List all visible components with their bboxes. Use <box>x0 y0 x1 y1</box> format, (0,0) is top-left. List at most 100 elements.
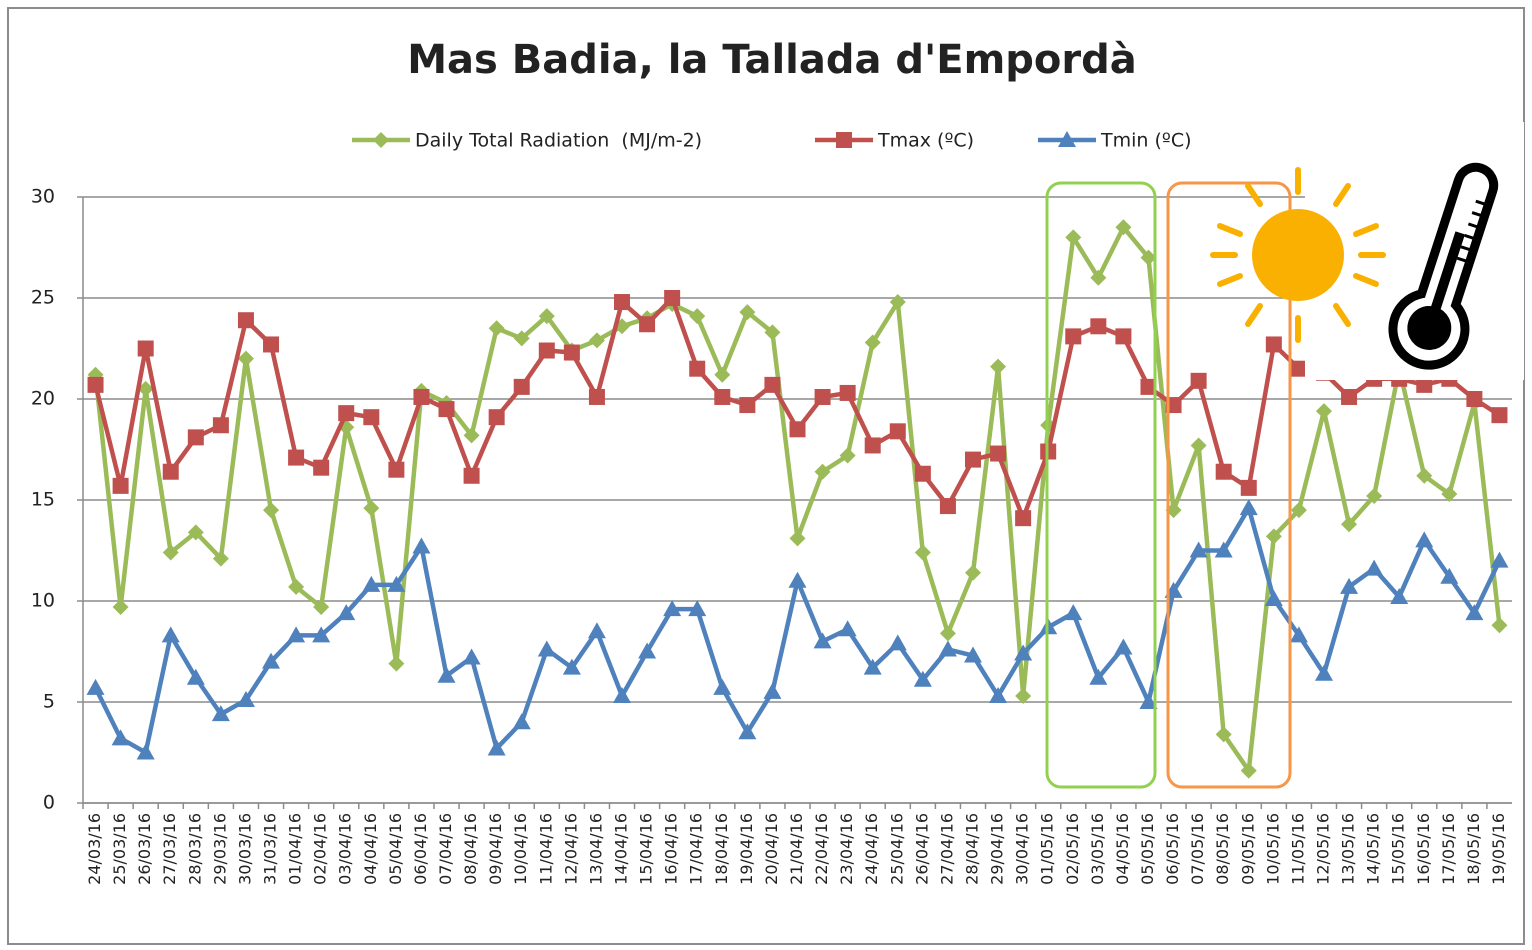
highlight-box <box>1045 181 1157 789</box>
x-tick-label: 25/03/16 <box>110 813 129 885</box>
data-point <box>839 447 856 464</box>
x-tick-label: 07/05/16 <box>1188 813 1207 885</box>
thermometer-icon <box>1388 162 1499 370</box>
data-point <box>1189 541 1208 558</box>
data-point <box>1064 604 1083 621</box>
y-tick-label: 25 <box>31 287 55 309</box>
x-tick-label: 06/05/16 <box>1163 813 1182 885</box>
data-point <box>938 640 957 657</box>
data-point <box>338 405 355 422</box>
y-tick-label: 0 <box>43 792 55 814</box>
x-tick-label: 03/04/16 <box>336 813 355 885</box>
x-tick-label: 02/05/16 <box>1063 813 1082 885</box>
legend-marker <box>373 132 389 148</box>
data-point <box>1114 638 1133 655</box>
data-point <box>788 571 807 588</box>
data-point <box>963 646 982 663</box>
x-tick-label: 05/04/16 <box>386 813 405 885</box>
data-point <box>1190 437 1207 454</box>
data-point <box>789 530 806 547</box>
x-tick-label: 25/04/16 <box>887 813 906 885</box>
data-point <box>1366 487 1383 504</box>
data-point <box>1390 587 1409 604</box>
x-tick-label: 03/05/16 <box>1088 813 1107 885</box>
data-point <box>888 634 907 651</box>
x-tick-label: 14/04/16 <box>612 813 631 885</box>
data-point <box>263 502 280 519</box>
x-tick-label: 23/04/16 <box>837 813 856 885</box>
x-tick-label: 24/04/16 <box>862 813 881 885</box>
x-tick-label: 19/05/16 <box>1489 813 1508 885</box>
x-tick-label: 10/05/16 <box>1263 813 1282 885</box>
x-tick-label: 30/03/16 <box>235 813 254 885</box>
chart-title: Mas Badia, la Tallada d'Empordà <box>407 37 1137 83</box>
data-point <box>186 668 205 685</box>
data-point <box>1290 360 1307 377</box>
data-point <box>463 467 480 484</box>
data-point <box>864 437 881 454</box>
data-point <box>388 655 405 672</box>
x-tick-label: 29/04/16 <box>988 813 1007 885</box>
data-point <box>412 537 431 554</box>
data-point <box>739 304 756 321</box>
data-point <box>463 427 480 444</box>
x-tick-label: 20/04/16 <box>762 813 781 885</box>
x-tick-label: 29/03/16 <box>210 813 229 885</box>
data-point <box>613 686 632 703</box>
data-point <box>313 459 330 476</box>
data-point <box>989 686 1008 703</box>
data-point <box>161 626 180 643</box>
data-point <box>990 358 1007 375</box>
data-point <box>487 739 506 756</box>
x-tick-label: 09/04/16 <box>486 813 505 885</box>
x-tick-label: 02/04/16 <box>311 813 330 885</box>
data-point <box>1415 531 1434 548</box>
data-point <box>413 388 430 405</box>
data-point <box>237 312 254 329</box>
x-tick-label: 04/04/16 <box>361 813 380 885</box>
data-point <box>714 388 731 405</box>
data-point <box>312 626 331 643</box>
data-point <box>1190 372 1207 389</box>
data-point <box>1490 551 1509 568</box>
data-point <box>1140 249 1157 266</box>
data-point <box>588 388 605 405</box>
data-point <box>563 344 580 361</box>
data-point <box>738 723 757 740</box>
legend-marker <box>836 132 852 148</box>
data-point <box>162 463 179 480</box>
x-tick-label: 21/04/16 <box>787 813 806 885</box>
data-point <box>1214 541 1233 558</box>
data-point <box>1315 403 1332 420</box>
data-point <box>1416 467 1433 484</box>
data-point <box>387 575 406 592</box>
data-point <box>913 670 932 687</box>
data-point <box>1240 762 1257 779</box>
data-point <box>1115 328 1132 345</box>
data-point <box>664 290 681 306</box>
x-tick-label: 18/05/16 <box>1464 813 1483 885</box>
data-point <box>263 336 280 353</box>
data-point <box>1065 229 1082 246</box>
data-point <box>1466 391 1483 407</box>
data-point <box>212 417 229 434</box>
data-point <box>1115 219 1132 236</box>
data-point <box>187 524 204 541</box>
data-point <box>1491 617 1508 634</box>
data-point <box>513 330 530 347</box>
data-point <box>187 429 204 446</box>
x-tick-label: 10/04/16 <box>511 813 530 885</box>
data-point <box>1416 376 1433 393</box>
data-point <box>1015 687 1032 704</box>
data-point <box>1441 485 1458 502</box>
data-point <box>763 682 782 699</box>
x-tick-label: 22/04/16 <box>812 813 831 885</box>
data-point <box>538 342 555 359</box>
data-point <box>863 658 882 675</box>
data-point <box>111 729 130 746</box>
data-point <box>1090 269 1107 286</box>
legend-marker <box>1058 131 1076 147</box>
x-tick-label: 15/04/16 <box>637 813 656 885</box>
x-tick-label: 26/04/16 <box>912 813 931 885</box>
x-tick-label: 04/05/16 <box>1113 813 1132 885</box>
